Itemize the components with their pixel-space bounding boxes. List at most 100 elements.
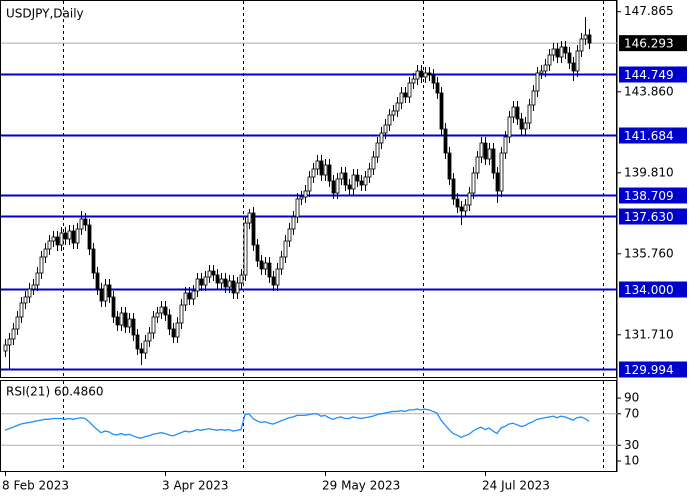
- candle-body: [367, 168, 372, 178]
- candle-body: [147, 332, 152, 342]
- candle-body: [531, 90, 536, 106]
- bid-label: 146.293: [624, 37, 674, 51]
- candle-body: [139, 348, 144, 354]
- candle-body: [323, 164, 328, 176]
- candle-body: [571, 62, 576, 72]
- rsi-line: [4, 408, 590, 439]
- bid-label-bg: [619, 35, 687, 52]
- candle-body: [171, 328, 176, 338]
- candle-body: [491, 148, 496, 174]
- candle-body: [203, 276, 208, 286]
- x-tick-label: 29 May 2023: [322, 479, 400, 493]
- candle-body: [271, 276, 276, 286]
- level-label-bg: [619, 208, 687, 225]
- candle-body: [183, 292, 188, 306]
- candle-body: [115, 316, 120, 326]
- candle-body: [399, 92, 404, 104]
- candle-body: [3, 344, 8, 352]
- candle-body: [275, 268, 280, 286]
- candle-body: [375, 142, 380, 158]
- candle-body: [255, 244, 260, 262]
- candle-body: [331, 180, 336, 194]
- candle-body: [311, 168, 316, 178]
- candle-body: [199, 278, 204, 286]
- candle-body: [87, 224, 92, 250]
- candle-body: [295, 198, 300, 218]
- candle-body: [251, 212, 256, 246]
- candle-body: [583, 34, 588, 40]
- candle-body: [19, 302, 24, 318]
- candle-body: [303, 190, 308, 198]
- rsi-tick-label: 70: [624, 406, 639, 420]
- candle-body: [227, 280, 232, 288]
- candle-body: [95, 272, 100, 290]
- candle-body: [167, 314, 172, 330]
- candle-body: [383, 124, 388, 134]
- candle-body: [543, 64, 548, 72]
- candle-body: [291, 216, 296, 230]
- candle-body: [427, 72, 432, 76]
- candle-body: [23, 296, 28, 304]
- candle-body: [307, 176, 312, 192]
- candle-body: [411, 78, 416, 84]
- candle-body: [135, 334, 140, 350]
- candle-body: [587, 34, 592, 44]
- candle-body: [63, 232, 68, 240]
- time-grid: [63, 1, 604, 471]
- candle-body: [507, 116, 512, 138]
- candle-body: [359, 180, 364, 186]
- candle-body: [379, 132, 384, 144]
- candle-body: [235, 282, 240, 294]
- candle-body: [435, 82, 440, 94]
- candle-body: [99, 288, 104, 302]
- candle-body: [579, 38, 584, 52]
- candle-body: [263, 262, 268, 270]
- candle-body: [103, 284, 108, 302]
- labels: 147.865 143.860 139.810 135.760 131.710 144.7…: [2, 4, 687, 493]
- candle-body: [11, 328, 16, 340]
- candle-body: [27, 288, 32, 298]
- y-tick-label: 131.710: [624, 327, 674, 341]
- candle-body: [151, 316, 156, 334]
- candle-body: [523, 122, 528, 130]
- candle-body: [195, 278, 200, 292]
- candle-body: [175, 322, 180, 338]
- candle-body: [547, 54, 552, 66]
- candle-body: [439, 92, 444, 130]
- candle-body: [247, 212, 252, 224]
- candle-body: [555, 48, 560, 58]
- candle-body: [455, 198, 460, 208]
- x-tick-label: 8 Feb 2023: [2, 479, 69, 493]
- candle-body: [559, 46, 564, 58]
- y-tick-label: 147.865: [624, 4, 674, 18]
- candle-body: [343, 172, 348, 186]
- candle-body: [407, 82, 412, 98]
- candle-body: [55, 236, 60, 246]
- candle-body: [91, 248, 96, 274]
- candle-body: [395, 102, 400, 112]
- candle-body: [131, 318, 136, 336]
- candle-body: [339, 172, 344, 180]
- candle-body: [563, 46, 568, 54]
- candle-body: [215, 274, 220, 284]
- candle-body: [67, 230, 72, 240]
- candle-body: [47, 240, 52, 250]
- level-label: 129.994: [624, 363, 674, 377]
- candle-body: [363, 176, 368, 186]
- candle-body: [503, 136, 508, 154]
- candle-body: [327, 164, 332, 182]
- candle-body: [423, 72, 428, 78]
- candle-body: [575, 50, 580, 72]
- candle-body: [355, 174, 360, 182]
- candle-body: [267, 262, 272, 278]
- candle-body: [279, 256, 284, 270]
- level-label-bg: [619, 281, 687, 298]
- candle-body: [239, 274, 244, 284]
- candle-body: [187, 292, 192, 300]
- candle-body: [163, 306, 168, 316]
- candle-body: [219, 278, 224, 284]
- candle-body: [223, 278, 228, 288]
- candle-body: [415, 70, 420, 80]
- candle-body: [403, 92, 408, 98]
- candle-body: [451, 178, 456, 200]
